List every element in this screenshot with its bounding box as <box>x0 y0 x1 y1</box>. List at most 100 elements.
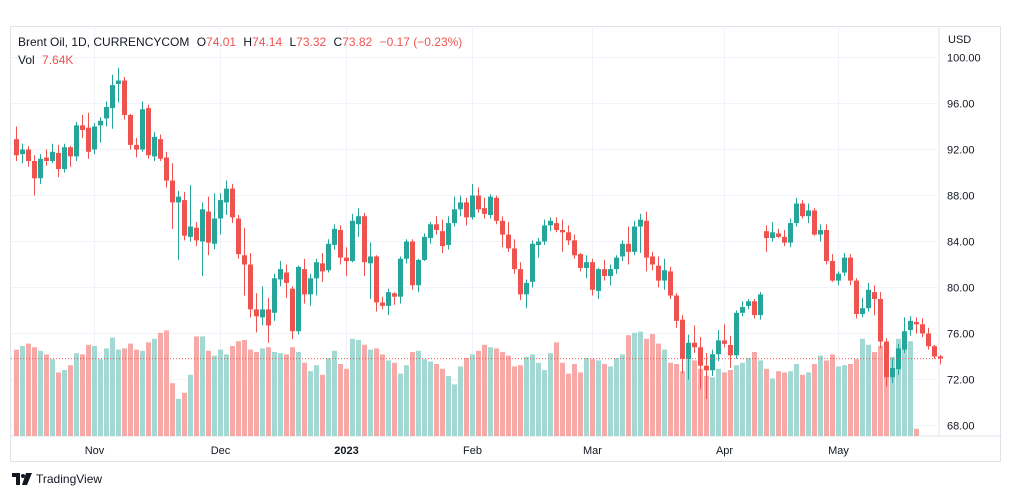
candle-body <box>68 147 73 157</box>
volume-value: 7.64K <box>42 53 74 67</box>
volume-bar <box>266 347 271 436</box>
volume-bar <box>218 349 223 436</box>
candle-body <box>734 312 739 356</box>
volume-bar <box>674 364 679 436</box>
candle-body <box>926 333 931 347</box>
candlestick-chart[interactable]: 100.00 96.00 92.00 88.00 84.00 80.00 76.00 72.0… <box>11 27 1002 463</box>
volume-bar <box>140 350 145 436</box>
x-tick-label: Mar <box>583 445 602 457</box>
volume-bar <box>602 364 607 436</box>
candle-body <box>722 340 727 344</box>
candle-body <box>140 109 145 150</box>
candle-body <box>698 347 703 366</box>
volume-bar <box>668 362 673 436</box>
volume-bar <box>146 342 151 436</box>
volume-bar <box>782 372 787 436</box>
volume-bar <box>608 366 613 436</box>
candle-body <box>650 256 655 265</box>
volume-bar <box>710 377 715 436</box>
y-tick-label: 84.00 <box>947 237 975 249</box>
candle-body <box>842 257 847 273</box>
candle-body <box>224 188 229 203</box>
candle-body <box>368 256 373 264</box>
candle-body <box>296 266 301 332</box>
y-tick-label: 96.00 <box>947 99 975 111</box>
volume-bar <box>884 362 889 436</box>
candle-body <box>812 210 817 235</box>
volume-bar <box>242 340 247 436</box>
candle-body <box>278 269 283 280</box>
volume-bar <box>206 350 211 436</box>
volume-bar <box>482 344 487 436</box>
candle-body <box>56 152 61 170</box>
brand-name: TradingView <box>36 472 103 486</box>
candle-body <box>170 180 175 203</box>
candle-body <box>116 80 121 84</box>
candle-body <box>824 230 829 262</box>
candle-body <box>740 307 745 313</box>
candle-body <box>632 226 637 252</box>
volume-bar <box>122 348 127 436</box>
volume-bar <box>188 374 193 436</box>
volume-bar <box>44 354 49 436</box>
volume-bar <box>596 360 601 436</box>
candle-body <box>782 236 787 243</box>
candle-body <box>746 301 751 306</box>
candle-body <box>770 232 775 239</box>
volume-bar <box>26 343 31 436</box>
candle-body <box>446 223 451 245</box>
candle-body <box>482 208 487 214</box>
volume-bar <box>908 341 913 436</box>
volume-bar <box>62 370 67 436</box>
volume-bar <box>278 353 283 436</box>
candle-body <box>800 203 805 217</box>
candle-body <box>890 368 895 378</box>
volume-bar <box>296 352 301 436</box>
candle-body <box>776 233 781 237</box>
x-tick-label: May <box>828 445 849 457</box>
candle-body <box>218 200 223 219</box>
candle-body <box>644 220 649 258</box>
volume-bar <box>320 374 325 436</box>
volume-bar <box>566 373 571 436</box>
candle-body <box>854 280 859 314</box>
candle-body <box>692 342 697 348</box>
volume-bar <box>542 370 547 436</box>
volume-bar <box>488 347 493 436</box>
candle-body <box>74 125 79 157</box>
y-tick-label: 72.00 <box>947 375 975 387</box>
volume-bar <box>260 348 265 436</box>
candle-body <box>608 269 613 276</box>
open-value: 74.01 <box>206 35 237 49</box>
volume-bar <box>14 349 19 436</box>
candle-body <box>896 348 901 370</box>
volume-bar <box>650 334 655 436</box>
volume-bar <box>116 349 121 436</box>
candle-body <box>212 218 217 244</box>
candle-body <box>320 263 325 272</box>
candle-body <box>596 269 601 291</box>
candle-body <box>356 216 361 225</box>
volume-bar <box>362 344 367 436</box>
candle-body <box>326 243 331 271</box>
volume-bar <box>890 356 895 436</box>
candle-body <box>128 115 133 145</box>
volume-bar <box>446 376 451 436</box>
candle-body <box>860 308 865 314</box>
candle-body <box>176 196 181 203</box>
volume-bar <box>530 354 535 436</box>
candle-body <box>764 231 769 239</box>
candle-body <box>530 243 535 282</box>
candle-body <box>164 157 169 181</box>
volume-bar <box>572 364 577 436</box>
volume-bar <box>560 362 565 436</box>
currency-label[interactable]: USD <box>948 34 972 46</box>
volume-bar <box>380 354 385 436</box>
candle-body <box>470 195 475 218</box>
volume-bar <box>248 349 253 436</box>
tradingview-brand[interactable]: TradingView <box>12 472 102 486</box>
candle-body <box>788 223 793 243</box>
volume-bar <box>692 360 697 436</box>
volume-bar <box>470 354 475 436</box>
volume-bar <box>896 338 901 436</box>
